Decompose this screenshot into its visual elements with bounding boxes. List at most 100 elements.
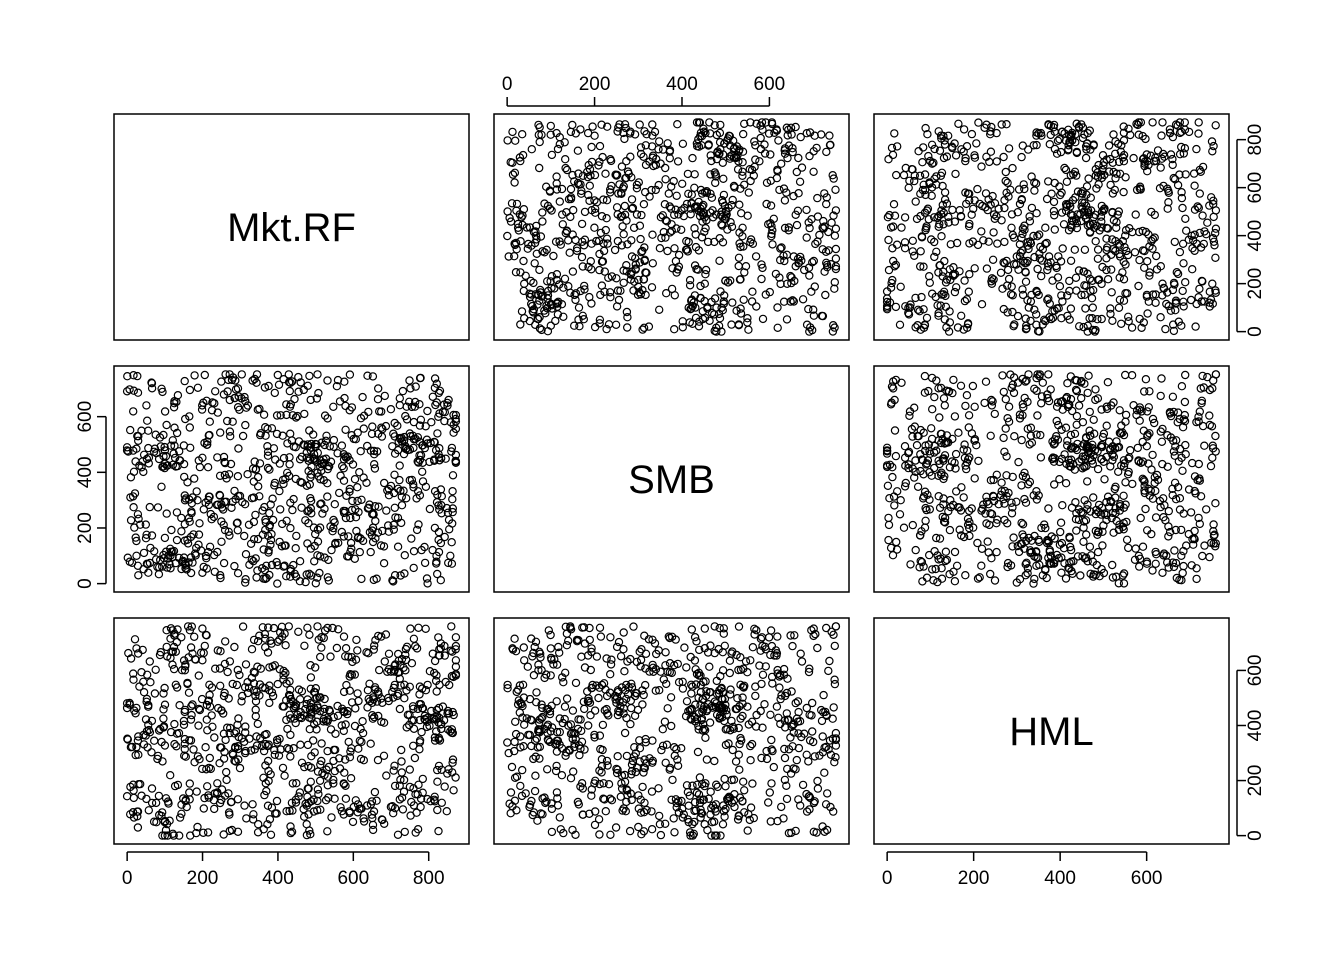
data-point [451,773,460,782]
data-point [1007,223,1016,232]
data-point [949,375,958,385]
data-point [393,421,402,430]
data-point [250,374,259,384]
data-point [1061,423,1071,432]
data-point [575,322,584,331]
data-point [260,383,270,392]
data-point [808,727,817,736]
data-point [305,480,314,489]
data-point [585,196,594,205]
data-point [620,728,630,738]
data-point [133,388,143,397]
data-point [963,323,972,332]
data-point [281,541,290,550]
data-point [1119,491,1128,500]
data-point [712,148,722,158]
data-point [887,278,896,288]
data-point [150,689,160,698]
data-point [265,570,274,580]
data-point [934,309,943,318]
data-point [606,830,615,840]
data-point [961,571,970,580]
data-point [412,644,422,653]
data-point [1140,246,1149,256]
data-point [530,259,539,268]
data-point [430,523,440,533]
data-point [780,196,790,205]
data-point [251,510,260,520]
data-point [1025,440,1034,449]
data-point [601,225,611,235]
data-point [1164,301,1173,311]
data-point [974,456,983,466]
data-point [808,258,817,267]
data-point [219,558,229,568]
data-point [192,787,201,796]
data-point [1013,207,1023,217]
data-point [1119,569,1129,578]
data-point [924,151,933,161]
data-point [1044,504,1053,513]
data-point [254,482,263,491]
data-point [197,401,207,410]
data-point [285,460,294,469]
data-point [978,201,987,211]
data-point [133,436,143,445]
data-point [918,157,927,167]
data-point [1046,130,1055,140]
data-point [145,657,154,666]
data-point [397,745,406,755]
data-point [1033,264,1042,274]
data-point [412,808,421,817]
data-point [1121,410,1131,420]
data-point [534,314,543,324]
data-point [1079,267,1088,276]
data-point [420,443,429,453]
data-point [159,714,168,723]
data-point [1076,393,1086,403]
data-point [1194,118,1203,127]
data-point [513,219,523,229]
data-point [225,432,235,441]
data-point [934,222,943,231]
data-point [617,211,627,221]
data-point [986,569,995,579]
data-point [929,158,938,167]
data-point [227,375,237,385]
data-point [1134,118,1143,127]
data-point [829,703,838,712]
data-point [1145,268,1154,277]
data-point [437,798,446,808]
data-point [405,397,414,406]
data-point [378,526,387,536]
data-point [751,691,760,701]
data-point [619,266,628,275]
data-point [1106,180,1115,190]
data-point [319,455,328,464]
data-point [805,223,814,233]
data-point [243,470,252,479]
data-point [587,299,596,308]
data-point [1093,168,1102,177]
data-point [788,147,797,157]
data-point [831,262,841,271]
data-point [235,491,245,501]
data-point [326,725,336,734]
data-point [215,428,225,437]
data-point [736,242,745,252]
data-point [585,164,595,174]
data-point [1021,277,1031,286]
data-point [942,199,952,208]
data-point [584,721,593,730]
data-point [1064,131,1074,140]
data-point [714,149,723,159]
data-point [622,307,632,317]
data-point [390,449,400,458]
data-point [233,526,242,535]
data-point [990,409,1000,419]
data-point [1057,291,1066,300]
data-point [133,510,143,519]
data-point [673,265,683,274]
data-point [1012,578,1022,587]
data-point [157,482,166,491]
